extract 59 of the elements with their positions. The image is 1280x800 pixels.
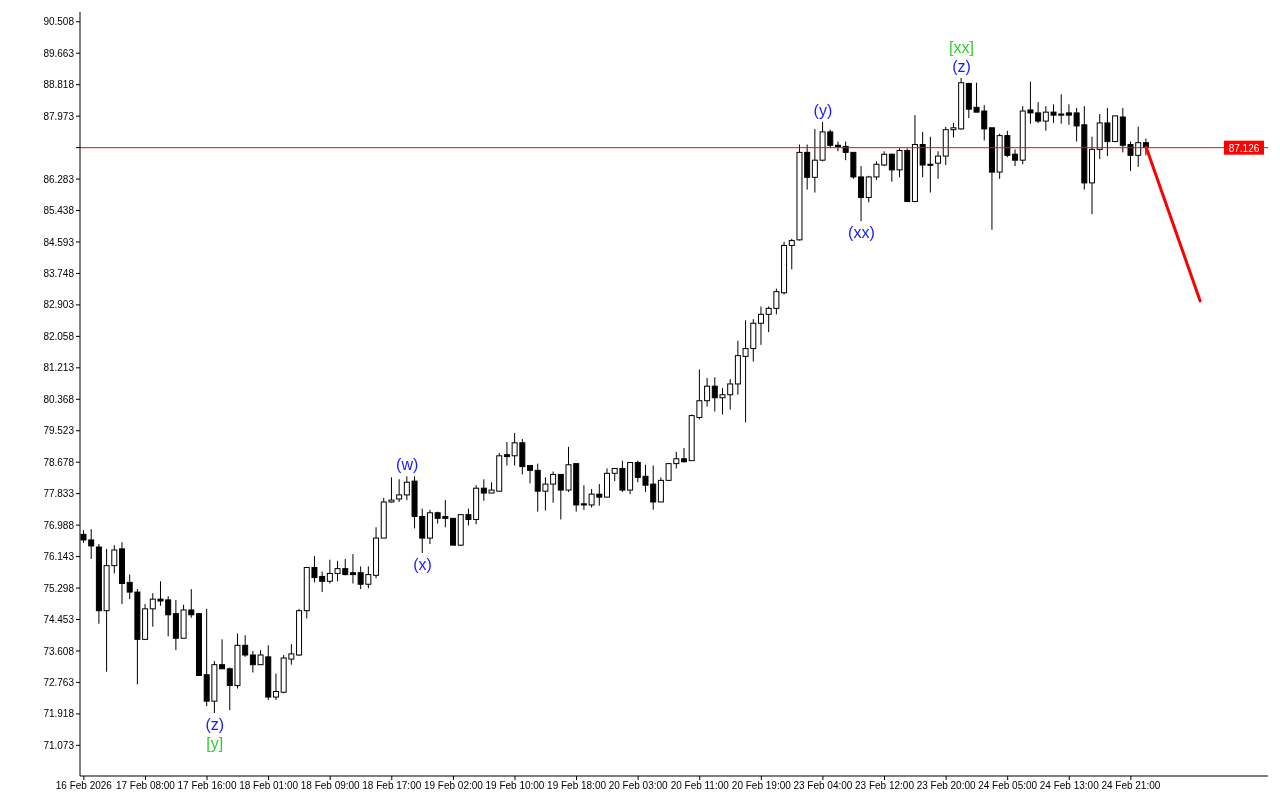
x-tick-label: 19 Feb 18:00 — [547, 780, 607, 792]
y-tick-label: 71.073 — [43, 739, 75, 751]
y-tick-label: 84.593 — [43, 236, 75, 248]
candlestick — [680, 447, 687, 464]
y-tick-label: 71.918 — [43, 708, 75, 720]
x-tick-label: 23 Feb 12:00 — [855, 780, 915, 792]
candlestick — [757, 306, 764, 346]
y-tick-label: 76.143 — [43, 551, 75, 563]
annotation: (xx) — [848, 224, 875, 242]
annotation: (z) — [952, 57, 971, 75]
candlestick — [604, 467, 611, 498]
annotation: (y) — [813, 101, 833, 119]
x-tick-label: 19 Feb 02:00 — [423, 780, 484, 792]
y-tick-label: 82.903 — [43, 299, 75, 311]
y-tick-label: 73.608 — [43, 645, 75, 657]
y-tick-label: 78.678 — [43, 456, 75, 468]
x-tick-label: 24 Feb 21:00 — [1101, 780, 1161, 792]
y-tick-label: 81.213 — [43, 362, 75, 374]
y-tick-label: 89.663 — [43, 47, 75, 59]
x-tick-label: 16 Feb 2026 — [55, 780, 113, 792]
x-tick-label: 17 Feb 16:00 — [177, 780, 237, 792]
x-tick-label: 20 Feb 03:00 — [608, 780, 669, 792]
x-tick-label: 24 Feb 13:00 — [1039, 780, 1100, 792]
x-tick-label: 18 Feb 01:00 — [239, 780, 299, 792]
y-tick-label: 85.438 — [43, 205, 75, 217]
candlestick — [1012, 148, 1019, 167]
x-tick-label: 23 Feb 04:00 — [793, 780, 853, 792]
ref-line-label: 87.126 — [1228, 142, 1260, 154]
y-tick-label: 90.508 — [43, 16, 75, 28]
x-tick-label: 18 Feb 09:00 — [300, 780, 361, 792]
candlestick — [834, 141, 841, 152]
x-tick-label: 20 Feb 11:00 — [670, 780, 730, 792]
candlestick — [349, 553, 356, 585]
x-tick-label: 18 Feb 17:00 — [362, 780, 422, 792]
candlestick — [527, 464, 534, 484]
y-tick-label: 76.988 — [43, 519, 75, 531]
y-tick-label: 74.453 — [43, 614, 75, 626]
candlestick — [272, 673, 279, 701]
x-tick-label: 20 Feb 19:00 — [731, 780, 792, 792]
annotation: [y] — [206, 735, 224, 753]
y-tick-label: 72.763 — [43, 676, 75, 688]
y-tick-label: 79.523 — [43, 425, 75, 437]
annotation: [xx] — [949, 38, 974, 56]
y-tick-label: 88.818 — [43, 79, 75, 91]
y-tick-label: 86.283 — [43, 173, 75, 185]
y-tick-label: 87.973 — [43, 110, 75, 122]
candlestick — [935, 150, 942, 180]
y-tick-label: 83.748 — [43, 267, 75, 279]
x-tick-label: 17 Feb 08:00 — [115, 780, 176, 792]
y-tick-label: 77.833 — [43, 488, 75, 500]
x-tick-label: 19 Feb 10:00 — [485, 780, 545, 792]
x-tick-label: 24 Feb 05:00 — [978, 780, 1038, 792]
annotation: (x) — [413, 555, 432, 573]
x-tick-label: 23 Feb 20:00 — [916, 780, 976, 792]
y-tick-label: 80.368 — [43, 393, 75, 405]
y-tick-label: 82.058 — [43, 330, 75, 342]
annotation: (w) — [396, 456, 419, 474]
y-tick-label: 75.298 — [43, 582, 75, 594]
annotation: (z) — [205, 716, 225, 734]
